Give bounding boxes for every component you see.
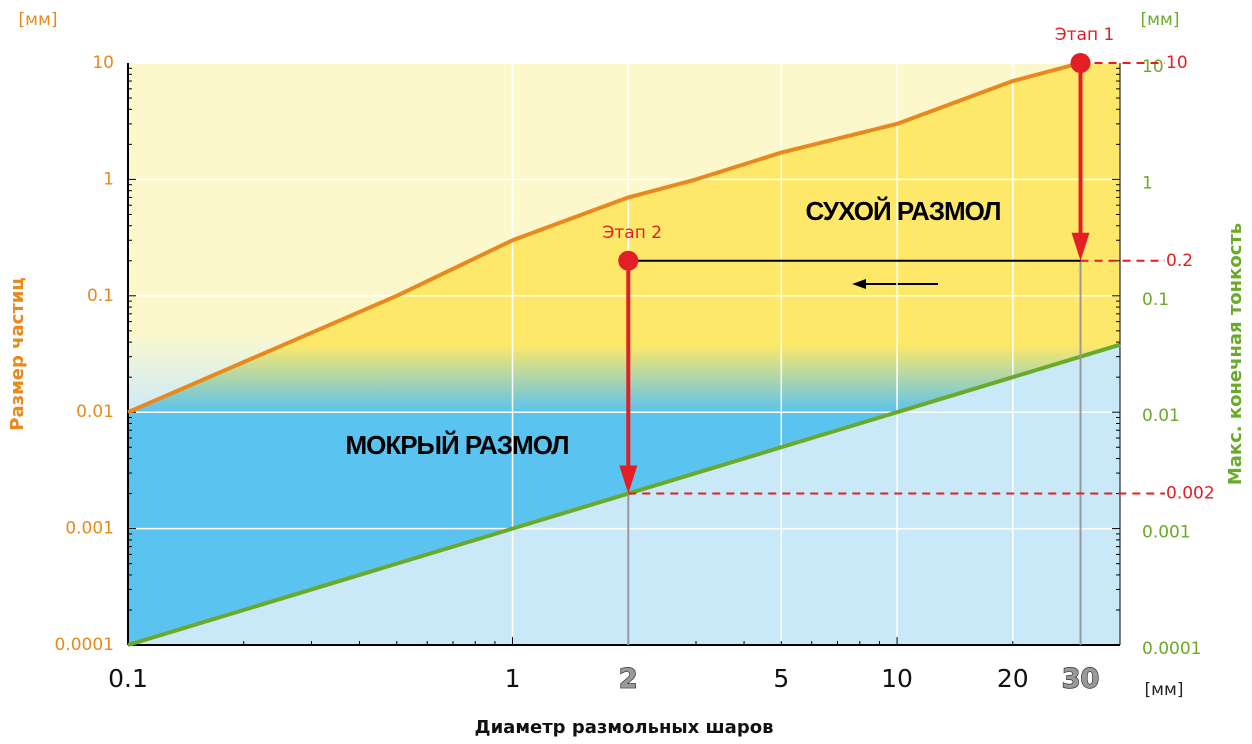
y-tick-label: 0.01 <box>76 402 114 422</box>
stage-point <box>618 250 639 271</box>
wet-dry-zone <box>128 63 1120 645</box>
line-series <box>127 342 1121 647</box>
x-tick-label: 30 <box>1062 664 1100 695</box>
y-tick-label: 0.1 <box>87 286 114 306</box>
x-tick-label: 1 <box>505 664 521 693</box>
direction-arrowhead <box>852 279 866 289</box>
x-tick-label: 20 <box>997 664 1029 693</box>
x-tick-label: 5 <box>773 664 789 693</box>
x-tick-label: 0.1 <box>108 664 148 693</box>
y-unit: [мм] <box>19 10 58 30</box>
y-axis-title: Размер частиц <box>7 277 28 430</box>
x-tick-label: 2 <box>619 664 638 695</box>
line-series <box>127 61 1082 415</box>
y2-tick-label: 10 <box>1142 57 1164 77</box>
y2-axis-title: Макс. конечная тонкость <box>1225 223 1246 485</box>
y-tick-label: 0.0001 <box>55 635 114 655</box>
zone-label: СУХОЙ РАЗМОЛ <box>805 196 1000 226</box>
y2-tick-label: 1 <box>1142 173 1153 193</box>
stage-label: Этап 2 <box>603 223 663 243</box>
y-tick-label: 0.001 <box>65 519 114 539</box>
stage-level-label: 0.002 <box>1166 484 1215 504</box>
y2-tick-label: 0.01 <box>1142 406 1180 426</box>
x-tick-label: 10 <box>881 664 913 693</box>
stage-level-label: 0.2 <box>1166 251 1193 271</box>
y-tick-label: 1 <box>103 169 114 189</box>
x-unit: [мм] <box>1145 680 1184 700</box>
stage-level-label: 10 <box>1166 53 1188 73</box>
x-axis-title: Диаметр размольных шаров <box>475 717 774 738</box>
y2-tick-label: 0.001 <box>1142 523 1191 543</box>
zone-label: МОКРЫЙ РАЗМОЛ <box>345 430 568 460</box>
stage-arrowhead <box>619 465 638 494</box>
stage-arrowhead <box>1071 232 1090 261</box>
y2-tick-label: 0.1 <box>1142 290 1169 310</box>
y2-tick-label: 0.0001 <box>1142 639 1201 659</box>
stage-label: Этап 1 <box>1055 25 1115 45</box>
y-tick-label: 10 <box>92 53 114 73</box>
stage-point <box>1070 53 1091 73</box>
y2-unit: [мм] <box>1141 10 1180 30</box>
